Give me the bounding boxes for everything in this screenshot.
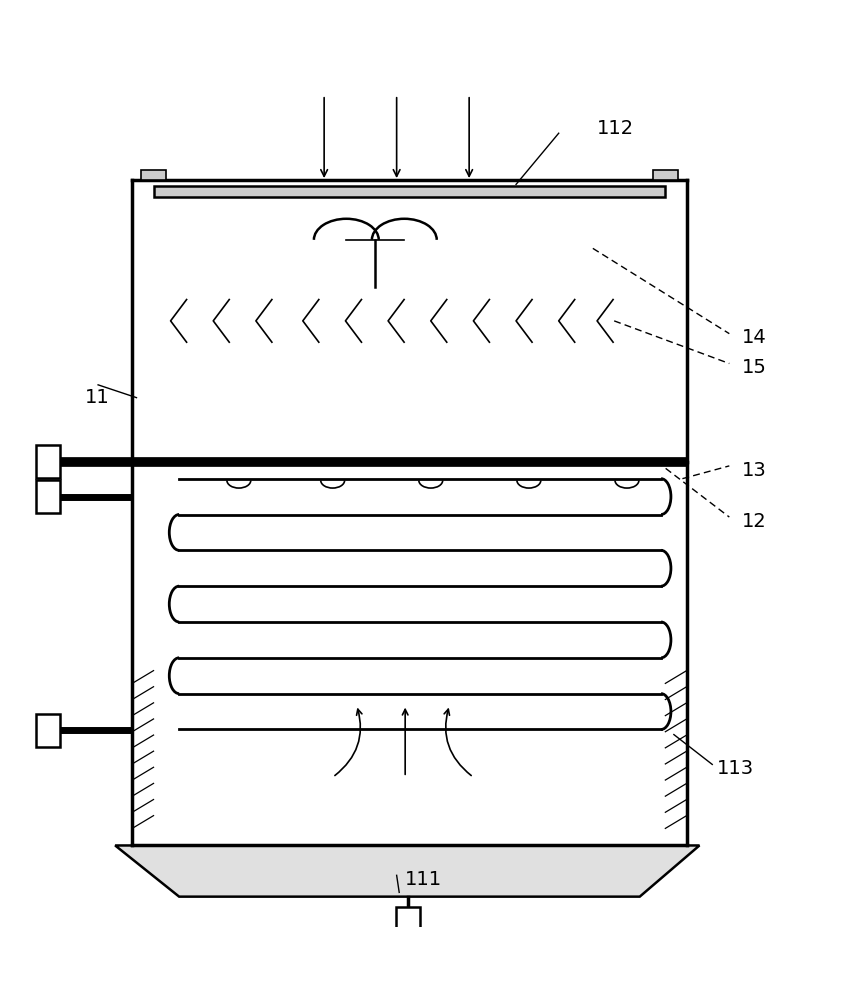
Text: 112: 112 — [596, 119, 634, 138]
Polygon shape — [115, 845, 699, 897]
Bar — [153, 186, 665, 197]
Text: 111: 111 — [405, 870, 442, 889]
Text: 14: 14 — [741, 328, 766, 347]
Bar — [395, 907, 419, 931]
Text: 11: 11 — [85, 388, 110, 407]
Text: 113: 113 — [716, 759, 753, 778]
Bar — [36, 445, 60, 478]
Bar — [36, 480, 60, 513]
Text: 13: 13 — [741, 461, 766, 480]
Bar — [141, 170, 166, 180]
Bar — [36, 714, 60, 747]
Text: 12: 12 — [741, 512, 766, 531]
Bar — [132, 180, 686, 845]
Bar — [652, 170, 677, 180]
Text: 15: 15 — [741, 358, 766, 377]
